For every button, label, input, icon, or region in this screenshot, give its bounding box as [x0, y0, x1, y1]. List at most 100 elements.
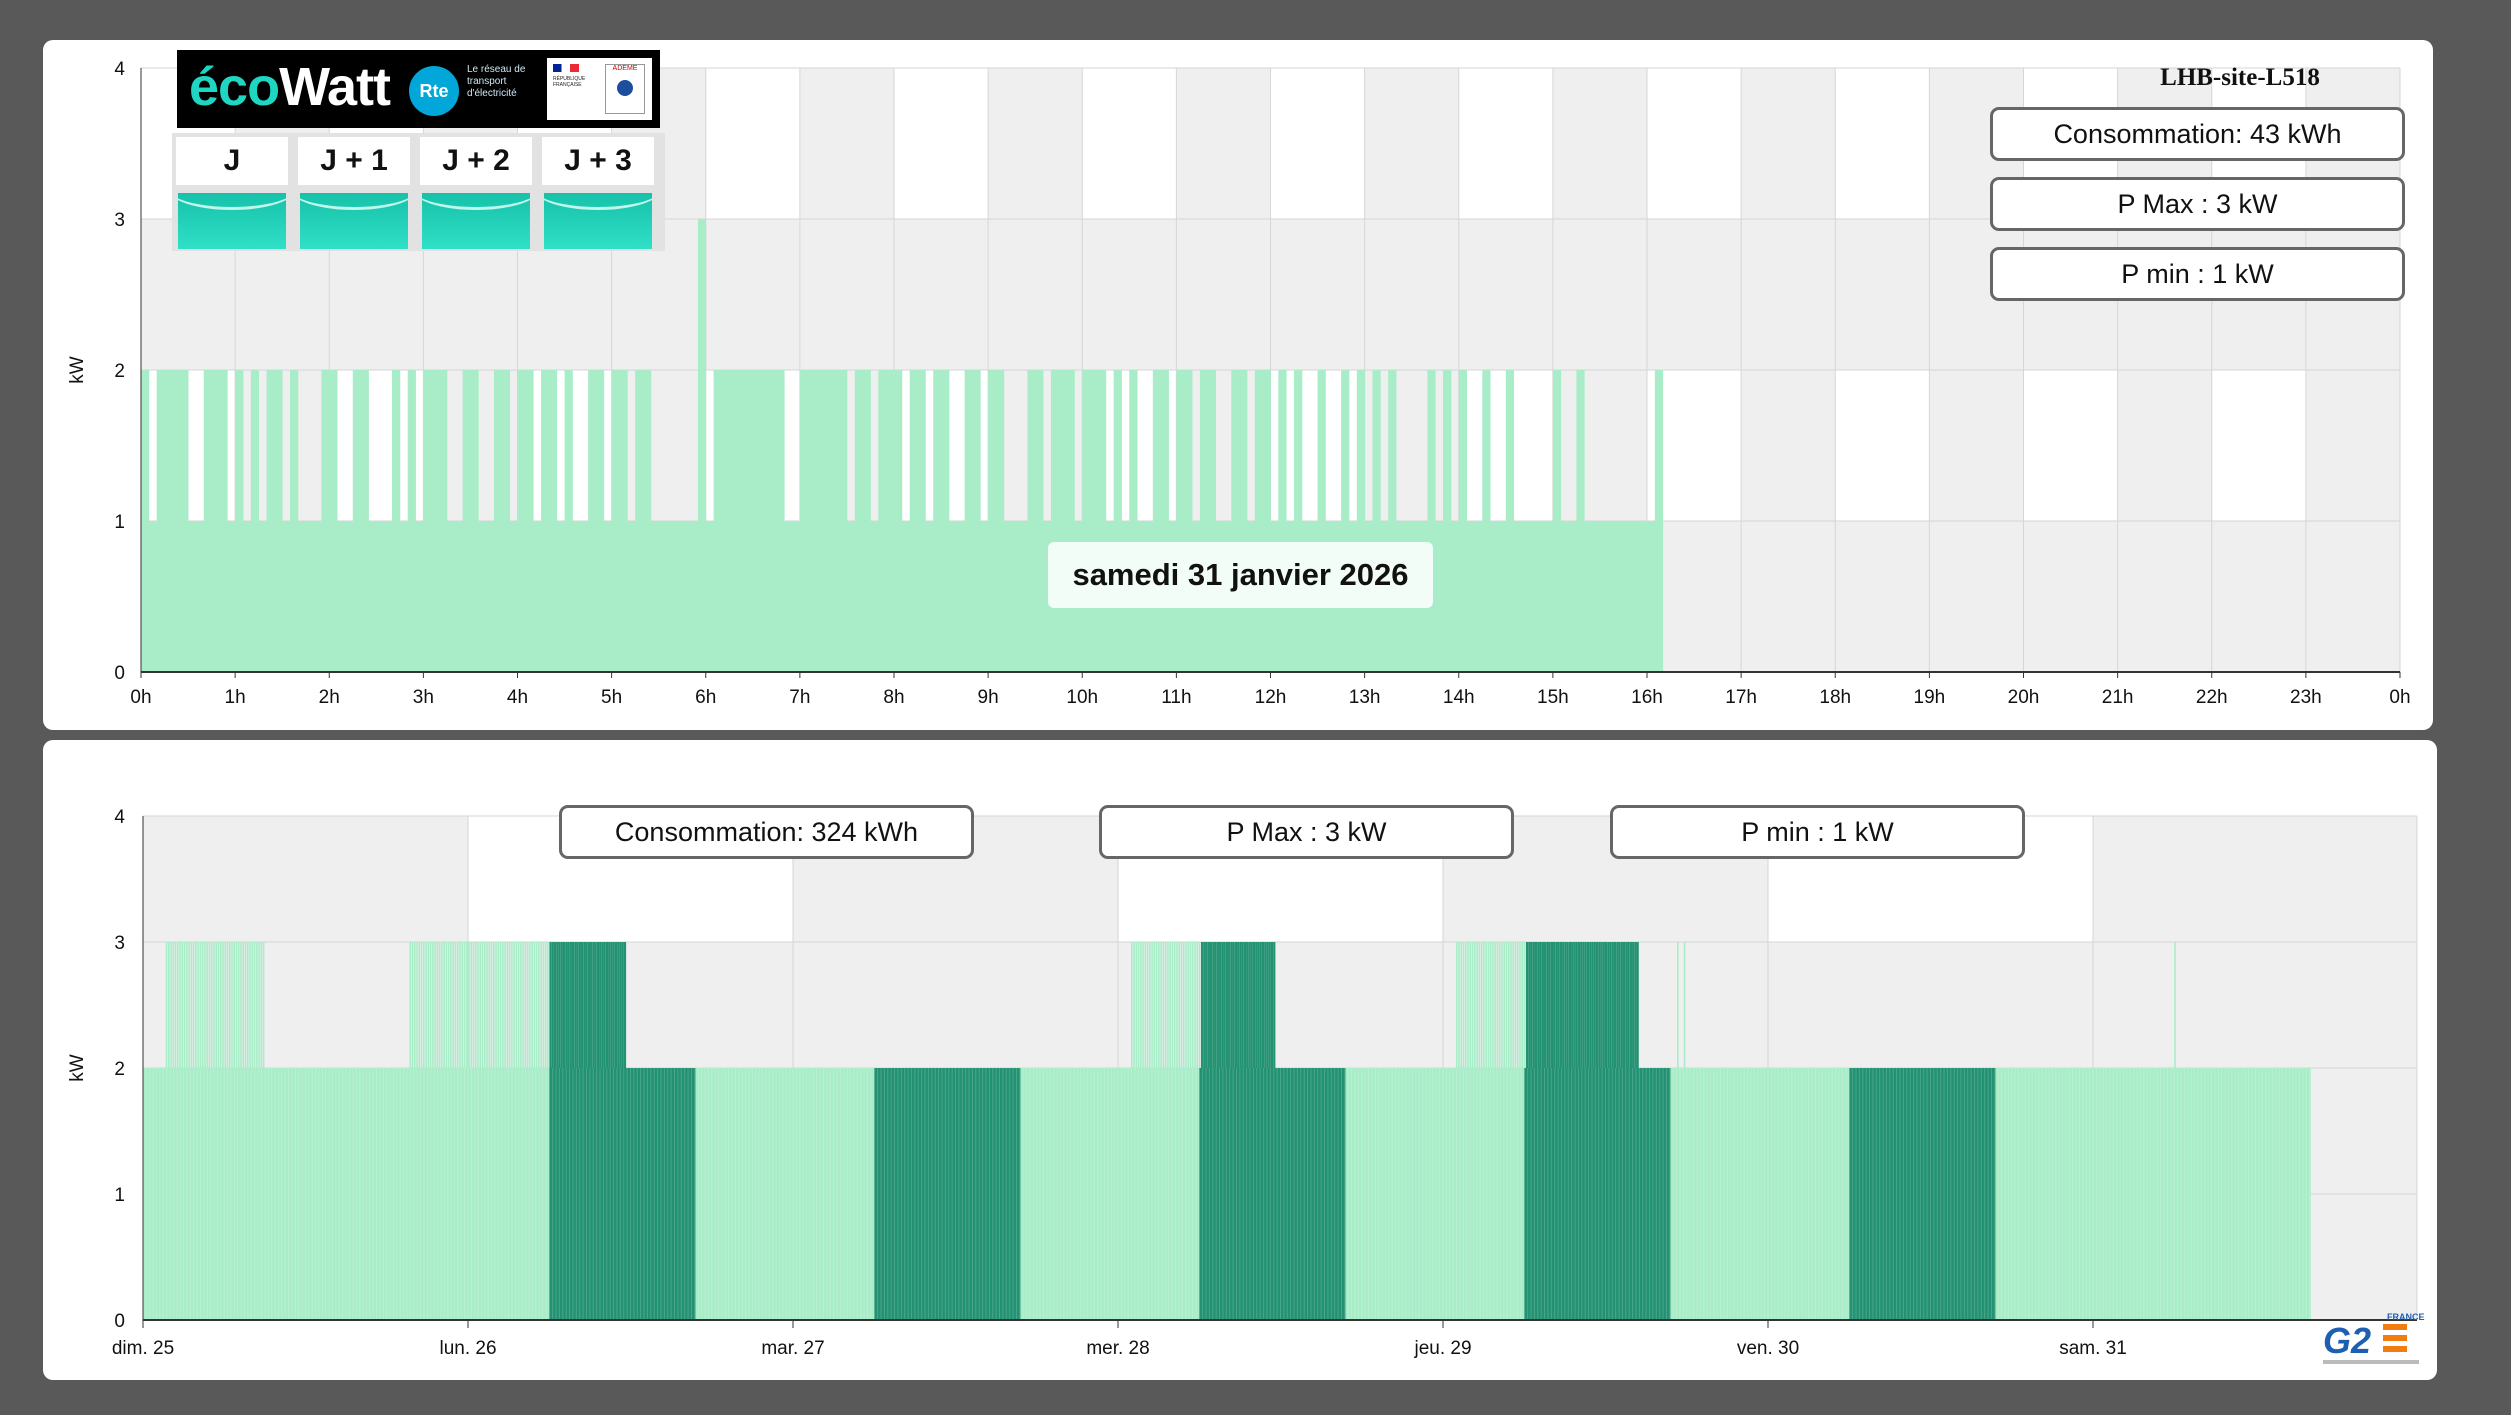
data-bar-peak — [1469, 942, 1472, 1068]
data-bar-peak — [1182, 942, 1185, 1068]
data-bar-peak — [226, 942, 229, 1068]
x-tick-label: 6h — [695, 687, 716, 708]
data-bar-peak — [452, 942, 454, 1068]
data-bar-peak — [1196, 942, 1199, 1068]
data-bar-peak — [423, 942, 425, 1068]
data-bar-peak — [587, 942, 590, 1068]
data-bar-peak — [542, 942, 545, 1068]
ecowatt-signal-green — [422, 193, 530, 249]
data-bar-peak — [199, 942, 202, 1068]
ecowatt-day-j3[interactable]: J + 3 — [540, 137, 656, 249]
data-bar — [1639, 521, 1648, 672]
data-bar-peak — [483, 942, 486, 1068]
data-bar-peak — [508, 942, 511, 1068]
data-bar — [870, 521, 879, 672]
data-bar — [282, 521, 291, 672]
data-bar — [384, 521, 393, 672]
data-bar — [1043, 521, 1052, 672]
data-bar-peak — [551, 942, 554, 1068]
data-bar-peak — [201, 942, 204, 1068]
data-bar-peak — [1228, 942, 1231, 1068]
data-bar-peak — [1573, 942, 1576, 1068]
data-bar — [1066, 370, 1075, 672]
x-tick-label: 7h — [789, 687, 810, 708]
data-bar — [407, 370, 416, 672]
data-bar — [1207, 370, 1216, 672]
data-bar-peak — [1176, 942, 1178, 1068]
ecowatt-banner[interactable]: écoWatt Rte Le réseau de transport d'éle… — [177, 50, 660, 128]
data-bar-peak — [553, 942, 557, 1068]
x-tick-label: ven. 30 — [1737, 1338, 1799, 1359]
data-bar-peak — [258, 942, 260, 1068]
data-bar-peak — [1266, 942, 1269, 1068]
x-tick-label: 21h — [2102, 687, 2134, 708]
data-bar — [643, 370, 652, 672]
data-bar-peak — [1568, 942, 1572, 1068]
data-bar-peak — [1173, 942, 1176, 1068]
data-bar — [297, 521, 307, 672]
data-bar — [1341, 370, 1350, 672]
x-tick-label: 23h — [2290, 687, 2322, 708]
data-bar — [517, 370, 526, 672]
data-bar — [313, 521, 322, 672]
data-bar — [1647, 521, 1656, 672]
plot-band — [143, 816, 468, 942]
data-bar — [195, 521, 205, 672]
data-bar-peak — [242, 942, 245, 1068]
data-bar — [392, 370, 401, 672]
data-bar-peak — [1169, 942, 1171, 1068]
y-axis-label: kW — [67, 356, 88, 384]
data-bar-peak — [179, 942, 181, 1068]
ecowatt-day-j1[interactable]: J + 1 — [296, 137, 412, 249]
data-bar-peak — [1512, 942, 1515, 1068]
plot-band — [1364, 68, 1459, 219]
data-bar — [799, 370, 809, 672]
data-bar-peak — [1153, 942, 1156, 1068]
data-bar — [250, 370, 260, 672]
data-bar — [1090, 370, 1099, 672]
data-bar-peak — [1216, 942, 1219, 1068]
data-bar-peak — [1474, 942, 1476, 1068]
plot-band — [1552, 219, 1647, 370]
data-bar-peak — [1623, 942, 1626, 1068]
x-tick-label: dim. 25 — [112, 1338, 174, 1359]
data-bar-peak — [574, 942, 577, 1068]
ecowatt-day-j[interactable]: J — [174, 137, 290, 249]
x-tick-label: 8h — [883, 687, 904, 708]
data-bar — [462, 370, 471, 672]
data-bar — [1497, 521, 1507, 672]
data-bar-peak — [1620, 942, 1623, 1068]
data-bar-peak — [260, 942, 263, 1068]
data-bar — [1082, 370, 1091, 672]
selected-date-label: samedi 31 janvier 2026 — [1048, 542, 1433, 608]
data-bar-peak — [219, 942, 222, 1068]
data-bar-peak — [240, 942, 242, 1068]
data-bar-peak — [581, 942, 584, 1068]
data-bar-peak — [1498, 942, 1501, 1068]
data-bar — [619, 370, 628, 672]
data-bar-peak — [1629, 942, 1632, 1068]
data-bar — [509, 521, 518, 672]
data-bar-peak — [441, 942, 443, 1068]
data-bar — [705, 521, 714, 672]
ecowatt-day-j2[interactable]: J + 2 — [418, 137, 534, 249]
data-bar — [807, 370, 816, 672]
data-bar-peak — [497, 942, 500, 1068]
data-bar-peak — [1259, 942, 1262, 1068]
plot-band — [2305, 370, 2400, 521]
data-bar-peak — [538, 942, 540, 1068]
x-tick-label: 9h — [978, 687, 999, 708]
data-bar-peak — [427, 942, 430, 1068]
data-bar — [823, 370, 832, 672]
data-bar-peak — [533, 942, 536, 1068]
data-bar-peak — [197, 942, 199, 1068]
data-bar — [1388, 370, 1397, 672]
data-bar-peak — [488, 942, 491, 1068]
data-bar-peak — [208, 942, 211, 1068]
data-bar — [1058, 370, 1067, 672]
data-bar-peak — [490, 942, 493, 1068]
y-tick-label: 2 — [114, 1059, 125, 1080]
data-bar-peak — [608, 942, 611, 1068]
data-bar-peak — [605, 942, 609, 1068]
data-bar — [737, 370, 746, 672]
